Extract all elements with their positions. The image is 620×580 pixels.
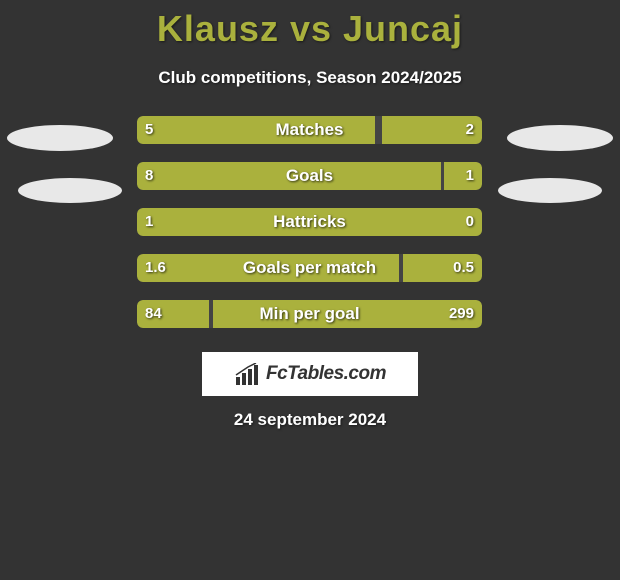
source-logo: FcTables.com — [202, 352, 418, 396]
stat-value-right: 0 — [466, 208, 474, 236]
chart-icon — [234, 363, 262, 385]
stats-container: 5 Matches 2 8 Goals 1 1 Hattricks 0 1.6 … — [0, 116, 620, 346]
stat-label: Min per goal — [137, 300, 482, 328]
stat-row: 84 Min per goal 299 — [0, 300, 620, 346]
stat-bar-track: 8 Goals 1 — [137, 162, 482, 190]
stat-bar-track: 1.6 Goals per match 0.5 — [137, 254, 482, 282]
date-label: 24 september 2024 — [0, 410, 620, 430]
stat-label: Matches — [137, 116, 482, 144]
stat-value-right: 0.5 — [453, 254, 474, 282]
stat-value-right: 2 — [466, 116, 474, 144]
stat-bar-track: 84 Min per goal 299 — [137, 300, 482, 328]
stat-value-right: 1 — [466, 162, 474, 190]
stat-bar-track: 5 Matches 2 — [137, 116, 482, 144]
comparison-subtitle: Club competitions, Season 2024/2025 — [0, 68, 620, 88]
stat-label: Hattricks — [137, 208, 482, 236]
stat-row: 1 Hattricks 0 — [0, 208, 620, 254]
logo-text: FcTables.com — [266, 363, 386, 385]
stat-value-right: 299 — [449, 300, 474, 328]
stat-bar-track: 1 Hattricks 0 — [137, 208, 482, 236]
stat-row: 5 Matches 2 — [0, 116, 620, 162]
stat-label: Goals per match — [137, 254, 482, 282]
comparison-title: Klausz vs Juncaj — [0, 0, 620, 50]
stat-label: Goals — [137, 162, 482, 190]
stat-row: 8 Goals 1 — [0, 162, 620, 208]
stat-row: 1.6 Goals per match 0.5 — [0, 254, 620, 300]
